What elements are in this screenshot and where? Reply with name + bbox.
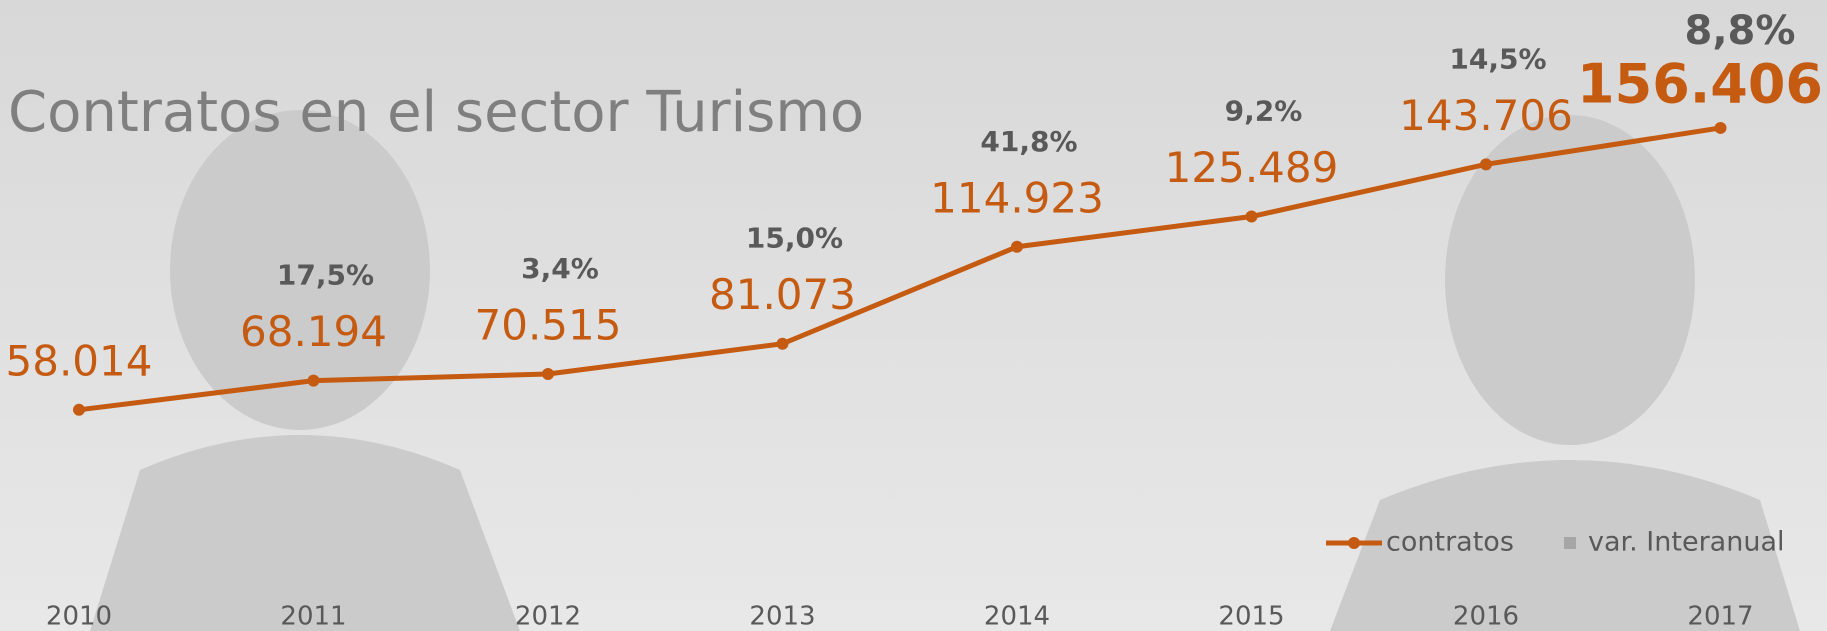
legend-swatch [1348, 537, 1360, 549]
value-label: 15,0% [746, 222, 843, 255]
x-tick-label: 2013 [749, 602, 815, 631]
x-tick-label: 2016 [1453, 602, 1519, 631]
legend-label: var. Interanual [1588, 527, 1785, 558]
value-label: 156.406 [1577, 53, 1823, 116]
point [542, 368, 554, 380]
value-label: 41,8% [980, 125, 1077, 158]
value-label: 17,5% [277, 259, 374, 292]
point [1011, 241, 1023, 253]
chart: Contratos en el sector Turismo 2010 2011 2… [0, 0, 1827, 631]
legend-label: contratos [1386, 527, 1514, 558]
x-tick-label: 2014 [984, 602, 1050, 631]
point [777, 338, 789, 350]
value-label: 143.706 [1399, 91, 1573, 140]
x-tick-label: 2015 [1218, 602, 1284, 631]
value-label: 9,2% [1225, 95, 1303, 128]
point [308, 375, 320, 387]
value-label: 14,5% [1449, 42, 1546, 75]
value-label: 81.073 [709, 270, 856, 319]
point [1246, 211, 1258, 223]
x-tick-label: 2010 [46, 602, 112, 631]
x-tick-label: 2012 [515, 602, 581, 631]
x-tick-label: 2017 [1687, 602, 1753, 631]
point [1715, 122, 1727, 134]
chart-title: Contratos en el sector Turismo [8, 80, 864, 145]
value-label: 70.515 [475, 300, 622, 349]
value-label: 68.194 [240, 307, 387, 356]
legend-swatch [1564, 537, 1576, 549]
point [73, 404, 85, 416]
value-label: 58.014 [6, 336, 153, 385]
value-label: 125.489 [1165, 143, 1339, 192]
point [1480, 158, 1492, 170]
value-label: 3,4% [521, 252, 599, 285]
x-tick-label: 2011 [280, 602, 346, 631]
value-label: 8,8% [1685, 8, 1796, 54]
value-label: 114.923 [930, 173, 1104, 222]
